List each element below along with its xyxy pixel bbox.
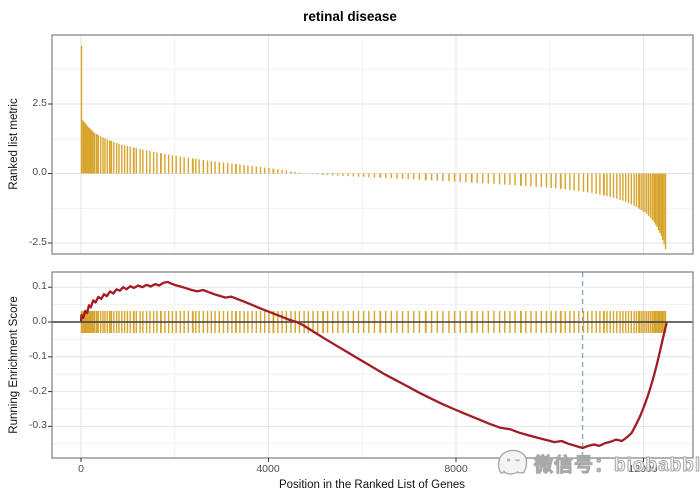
xtick-0: 0 [78, 463, 84, 475]
ytick-top-2_5: 2.5 [32, 97, 47, 109]
ytick-bot-n0_1: -0.1 [28, 350, 47, 362]
x-axis-label: Position in the Ranked List of Genes [278, 479, 466, 491]
ytick-top-0_0: 0.0 [32, 166, 47, 178]
watermark: 微信号：biobabble [496, 448, 700, 478]
xtick-4000: 4000 [256, 463, 280, 475]
ytick-bot-n0_2: -0.2 [28, 385, 47, 397]
xtick-8000: 8000 [444, 463, 468, 475]
ytick-bot-0_0: 0.0 [32, 315, 47, 327]
ytick-bot-n0_3: -0.3 [28, 419, 47, 431]
watermark-text: 微信号：biobabble [534, 454, 700, 476]
ytick-top-n2_5: -2.5 [28, 236, 47, 248]
xtick-12000: 12000 [628, 463, 658, 475]
ytick-bot-0_1: 0.1 [32, 280, 47, 292]
plot-title: retinal disease [303, 9, 397, 24]
ghost-logo-icon [497, 449, 528, 476]
